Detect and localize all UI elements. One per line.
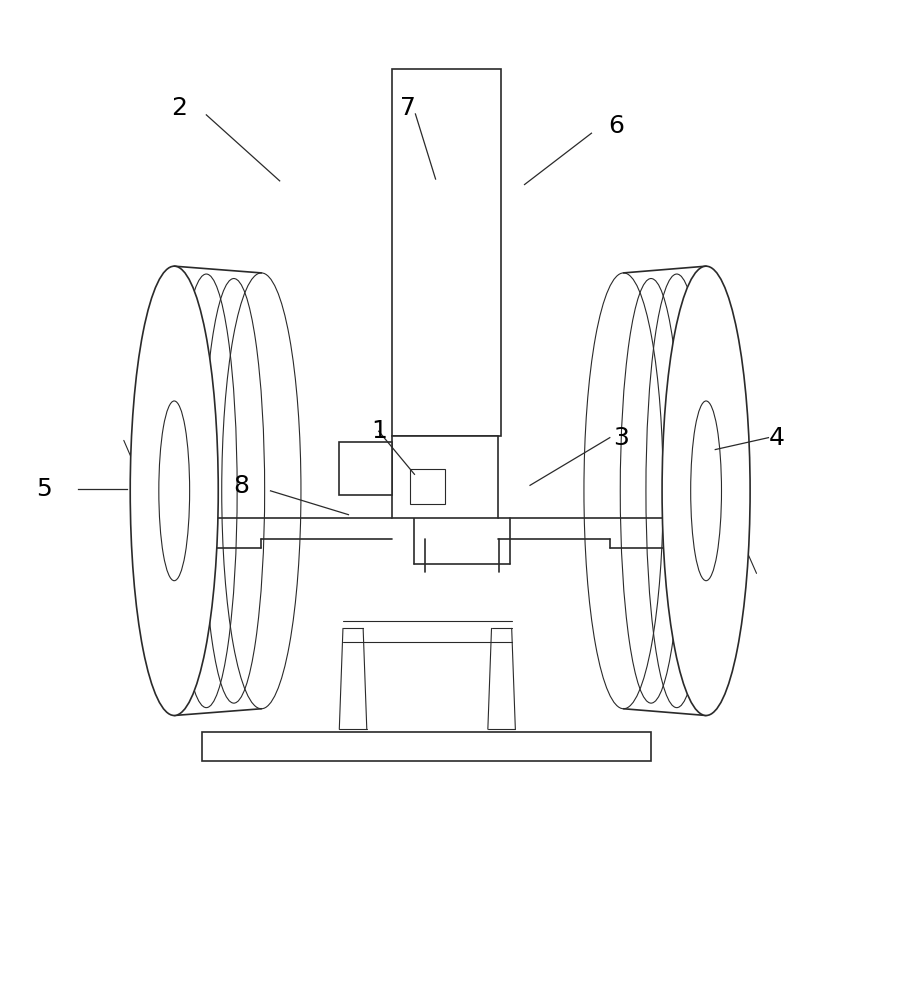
- Text: 3: 3: [613, 426, 629, 450]
- Bar: [392, 69, 501, 436]
- Ellipse shape: [130, 266, 218, 715]
- Bar: [202, 732, 651, 761]
- Text: 4: 4: [768, 426, 785, 450]
- Ellipse shape: [662, 266, 750, 715]
- Text: 1: 1: [370, 419, 387, 443]
- Text: 7: 7: [400, 96, 416, 120]
- Text: 6: 6: [608, 114, 624, 138]
- Text: 8: 8: [233, 474, 249, 498]
- Text: 2: 2: [171, 96, 187, 120]
- Ellipse shape: [691, 401, 722, 581]
- Bar: [392, 436, 498, 518]
- Bar: [410, 469, 445, 504]
- Bar: [339, 442, 392, 495]
- Text: 5: 5: [36, 477, 52, 501]
- Ellipse shape: [159, 401, 190, 581]
